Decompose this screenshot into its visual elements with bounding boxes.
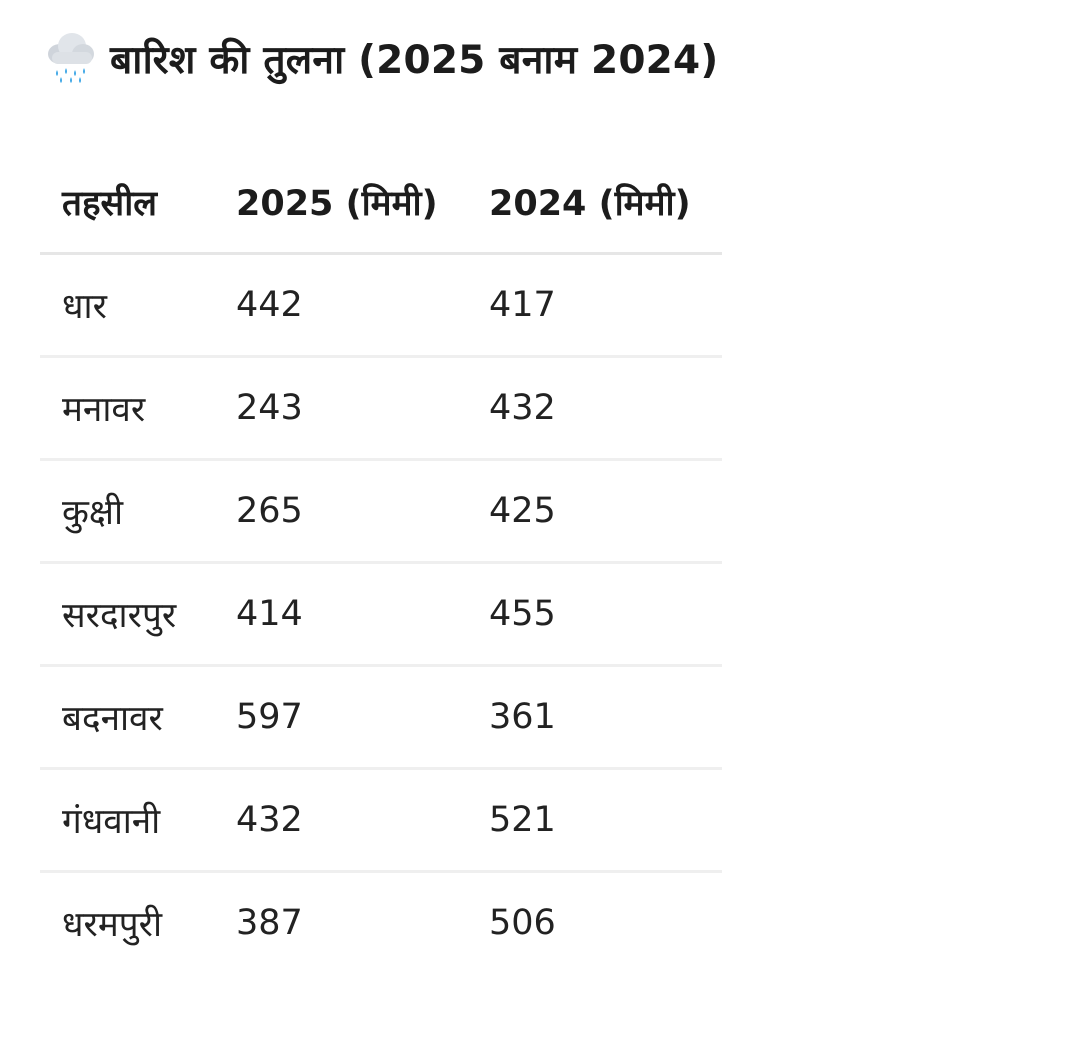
- rain-2025-cell: 432: [236, 768, 489, 873]
- tehsil-cell: धरमपुरी: [62, 904, 163, 945]
- tehsil-cell: धार: [40, 253, 236, 358]
- tehsil-cell: कुक्षी: [40, 459, 236, 564]
- table-row: धरमपुरी 387 506: [40, 872, 722, 974]
- table-row: बदनावर 597 361: [40, 665, 722, 770]
- tehsil-cell: मनावर: [40, 356, 236, 461]
- rain-2025-cell: 442: [236, 253, 489, 358]
- title-row: बारिश की तुलना (2025 बनाम 2024): [44, 28, 718, 88]
- rainfall-comparison-table: तहसील 2025 (मिमी) 2024 (मिमी) धार 442 41…: [40, 152, 722, 973]
- rain-2024-cell: 455: [489, 562, 722, 667]
- rain-2025-cell: 597: [236, 665, 489, 770]
- table-row: कुक्षी 265 425: [40, 459, 722, 564]
- column-header-2025: 2025 (मिमी): [236, 152, 489, 255]
- rain-2024-cell: 417: [489, 253, 722, 358]
- column-header-tehsil: तहसील: [40, 152, 236, 255]
- rain-2024-cell: 425: [489, 459, 722, 564]
- rain-2025-cell: 387: [236, 903, 303, 943]
- rain-2024-cell: 521: [489, 768, 722, 873]
- tehsil-cell: गंधवानी: [40, 768, 236, 873]
- rain-2025-cell: 265: [236, 459, 489, 564]
- page-title: बारिश की तुलना (2025 बनाम 2024): [110, 37, 719, 83]
- table-row: सरदारपुर 414 455: [40, 562, 722, 667]
- tehsil-cell: बदनावर: [40, 665, 236, 770]
- table-row: मनावर 243 432: [40, 356, 722, 461]
- table-row: गंधवानी 432 521: [40, 768, 722, 873]
- rain-2024-cell: 506: [489, 903, 556, 943]
- table-row: धार 442 417: [40, 253, 722, 358]
- tehsil-cell: सरदारपुर: [40, 562, 236, 667]
- rain-2024-cell: 361: [489, 665, 722, 770]
- rain-2025-cell: 414: [236, 562, 489, 667]
- rain-2024-cell: 432: [489, 356, 722, 461]
- cloud-with-rain-icon: [48, 33, 94, 83]
- column-header-2024: 2024 (मिमी): [489, 152, 722, 255]
- table-header-row: तहसील 2025 (मिमी) 2024 (मिमी): [40, 152, 722, 255]
- rain-2025-cell: 243: [236, 356, 489, 461]
